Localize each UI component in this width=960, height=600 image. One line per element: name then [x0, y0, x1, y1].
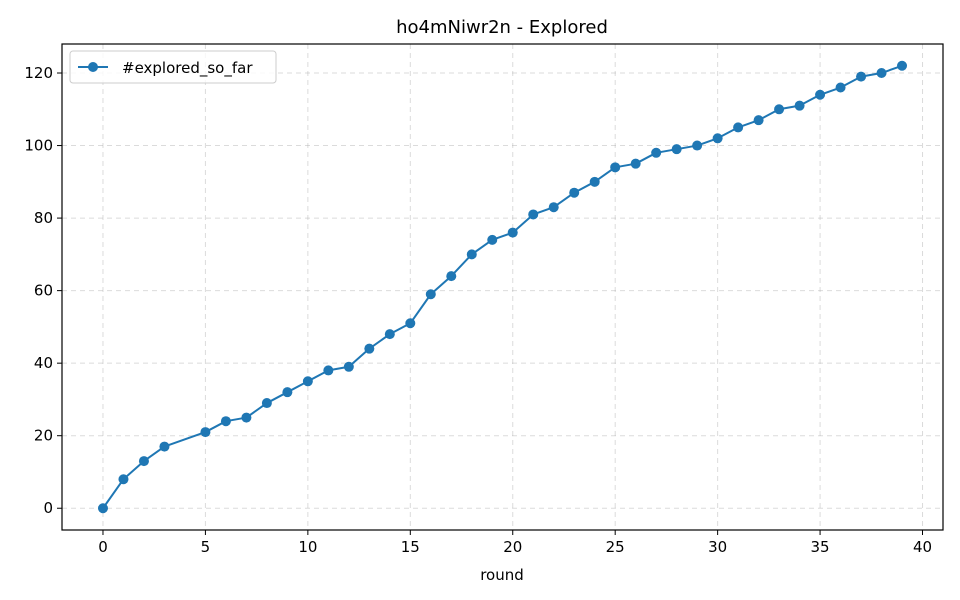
data-point — [610, 162, 621, 173]
plot-area-frame — [61, 43, 944, 531]
data-point — [138, 456, 149, 467]
data-point — [753, 115, 764, 126]
x-tick-label: 30 — [708, 538, 727, 556]
data-point — [282, 387, 293, 398]
y-tick-label: 0 — [43, 499, 53, 517]
y-tick-label: 60 — [34, 282, 53, 300]
data-point — [364, 343, 375, 354]
data-point — [630, 158, 641, 169]
data-point — [528, 209, 539, 220]
data-point — [774, 104, 785, 115]
x-axis-label: round — [480, 566, 524, 584]
data-point — [487, 234, 498, 245]
data-point — [302, 376, 313, 387]
data-point — [733, 122, 744, 133]
y-tick-label: 120 — [24, 64, 53, 82]
data-point — [384, 329, 395, 340]
series-layer — [97, 60, 908, 514]
x-tick-label: 10 — [298, 538, 317, 556]
y-tick-label: 20 — [34, 427, 53, 445]
x-tick-label: 0 — [98, 538, 108, 556]
data-point — [159, 441, 170, 452]
data-point — [405, 318, 416, 329]
x-tick-label: 5 — [201, 538, 211, 556]
data-point — [466, 249, 477, 260]
data-point — [589, 176, 600, 187]
x-tick-label: 25 — [606, 538, 625, 556]
data-point — [241, 412, 252, 423]
data-point — [897, 60, 908, 71]
data-point — [220, 416, 231, 427]
data-point — [835, 82, 846, 93]
data-point — [815, 89, 826, 100]
y-tick-label: 100 — [24, 137, 53, 155]
data-point — [794, 100, 805, 111]
data-point — [446, 271, 457, 282]
data-point — [97, 503, 108, 514]
data-point — [692, 140, 703, 151]
data-point — [548, 202, 559, 213]
chart-title: ho4mNiwr2n - Explored — [396, 17, 608, 38]
y-tick-label: 40 — [34, 354, 53, 372]
data-point — [118, 474, 129, 485]
data-point — [856, 71, 867, 82]
data-point — [343, 361, 354, 372]
data-point — [671, 144, 682, 155]
x-tick-label: 20 — [503, 538, 522, 556]
data-point — [876, 68, 887, 79]
legend-box — [69, 50, 277, 84]
data-point — [261, 398, 272, 409]
y-tick-label: 80 — [34, 209, 53, 227]
data-point — [507, 227, 518, 238]
x-tick-label: 35 — [811, 538, 830, 556]
legend-marker — [88, 62, 98, 72]
data-point — [323, 365, 334, 376]
x-tick-label: 15 — [401, 538, 420, 556]
data-point — [425, 289, 436, 300]
data-point — [569, 187, 580, 198]
x-tick-label: 40 — [913, 538, 932, 556]
data-point — [651, 147, 662, 158]
axis-ticks: 0 5 10 15 20 25 30 35 40 0 20 40 60 80 100 120 — [24, 64, 932, 556]
data-point — [200, 427, 211, 438]
legend: #explored_so_far — [69, 50, 277, 84]
legend-entry-label: #explored_so_far — [122, 59, 253, 78]
data-point — [712, 133, 723, 144]
